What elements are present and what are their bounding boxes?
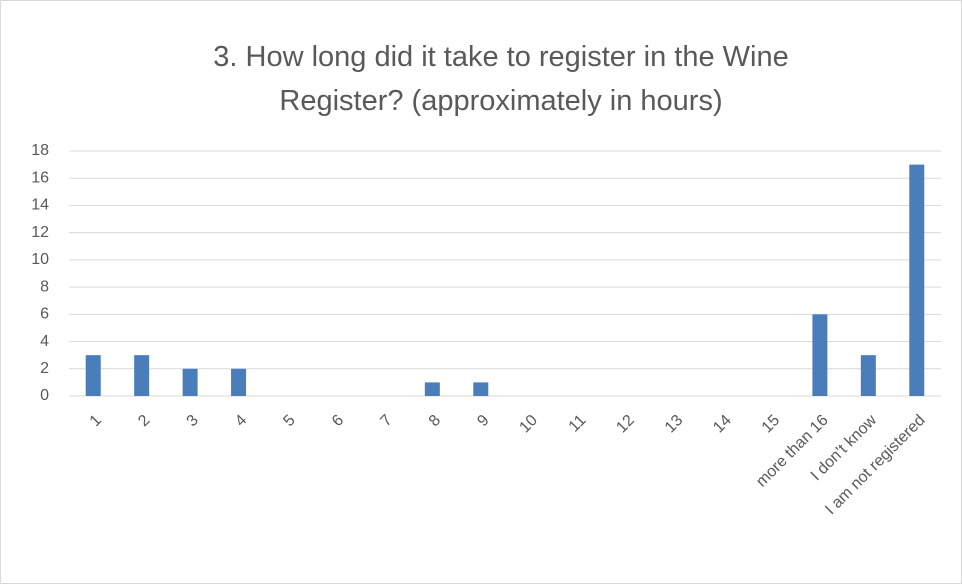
- x-tick-label: 14: [710, 412, 735, 437]
- chart-title: 3. How long did it take to register in t…: [213, 41, 789, 117]
- x-tick-label: 11: [566, 412, 590, 436]
- bar: [860, 355, 876, 396]
- x-tick-label: 6: [329, 412, 347, 430]
- y-tick-label: 4: [40, 333, 49, 350]
- x-tick-label: 1: [87, 412, 105, 430]
- bar: [85, 355, 101, 396]
- y-tick-label: 18: [31, 142, 49, 159]
- bar: [812, 314, 828, 396]
- bar: [134, 355, 150, 396]
- x-tick-label: 3: [184, 412, 202, 430]
- y-tick-label: 12: [31, 224, 49, 241]
- y-tick-label: 0: [40, 387, 49, 404]
- x-tick-label: 4: [232, 412, 250, 430]
- y-tick-label: 14: [31, 197, 49, 214]
- bar: [909, 164, 925, 396]
- y-tick-label: 2: [40, 360, 49, 377]
- y-tick-label: 16: [31, 169, 49, 186]
- x-tick-label: 7: [377, 412, 395, 430]
- x-tick-label: 12: [613, 412, 638, 437]
- bar: [231, 368, 247, 396]
- x-tick-label: 9: [474, 412, 492, 430]
- bar: [424, 382, 440, 396]
- x-tick-label: 13: [662, 412, 687, 437]
- x-tick-label: 8: [426, 412, 444, 430]
- x-tick-label: 10: [516, 412, 541, 437]
- x-tick-label: 15: [759, 412, 784, 437]
- bar: [473, 382, 489, 396]
- y-tick-label: 6: [40, 306, 49, 323]
- bar: [182, 368, 198, 396]
- x-tick-label: 2: [135, 412, 153, 430]
- y-tick-label: 10: [31, 251, 49, 268]
- y-tick-label: 8: [40, 278, 49, 295]
- x-tick-label: 5: [280, 412, 298, 430]
